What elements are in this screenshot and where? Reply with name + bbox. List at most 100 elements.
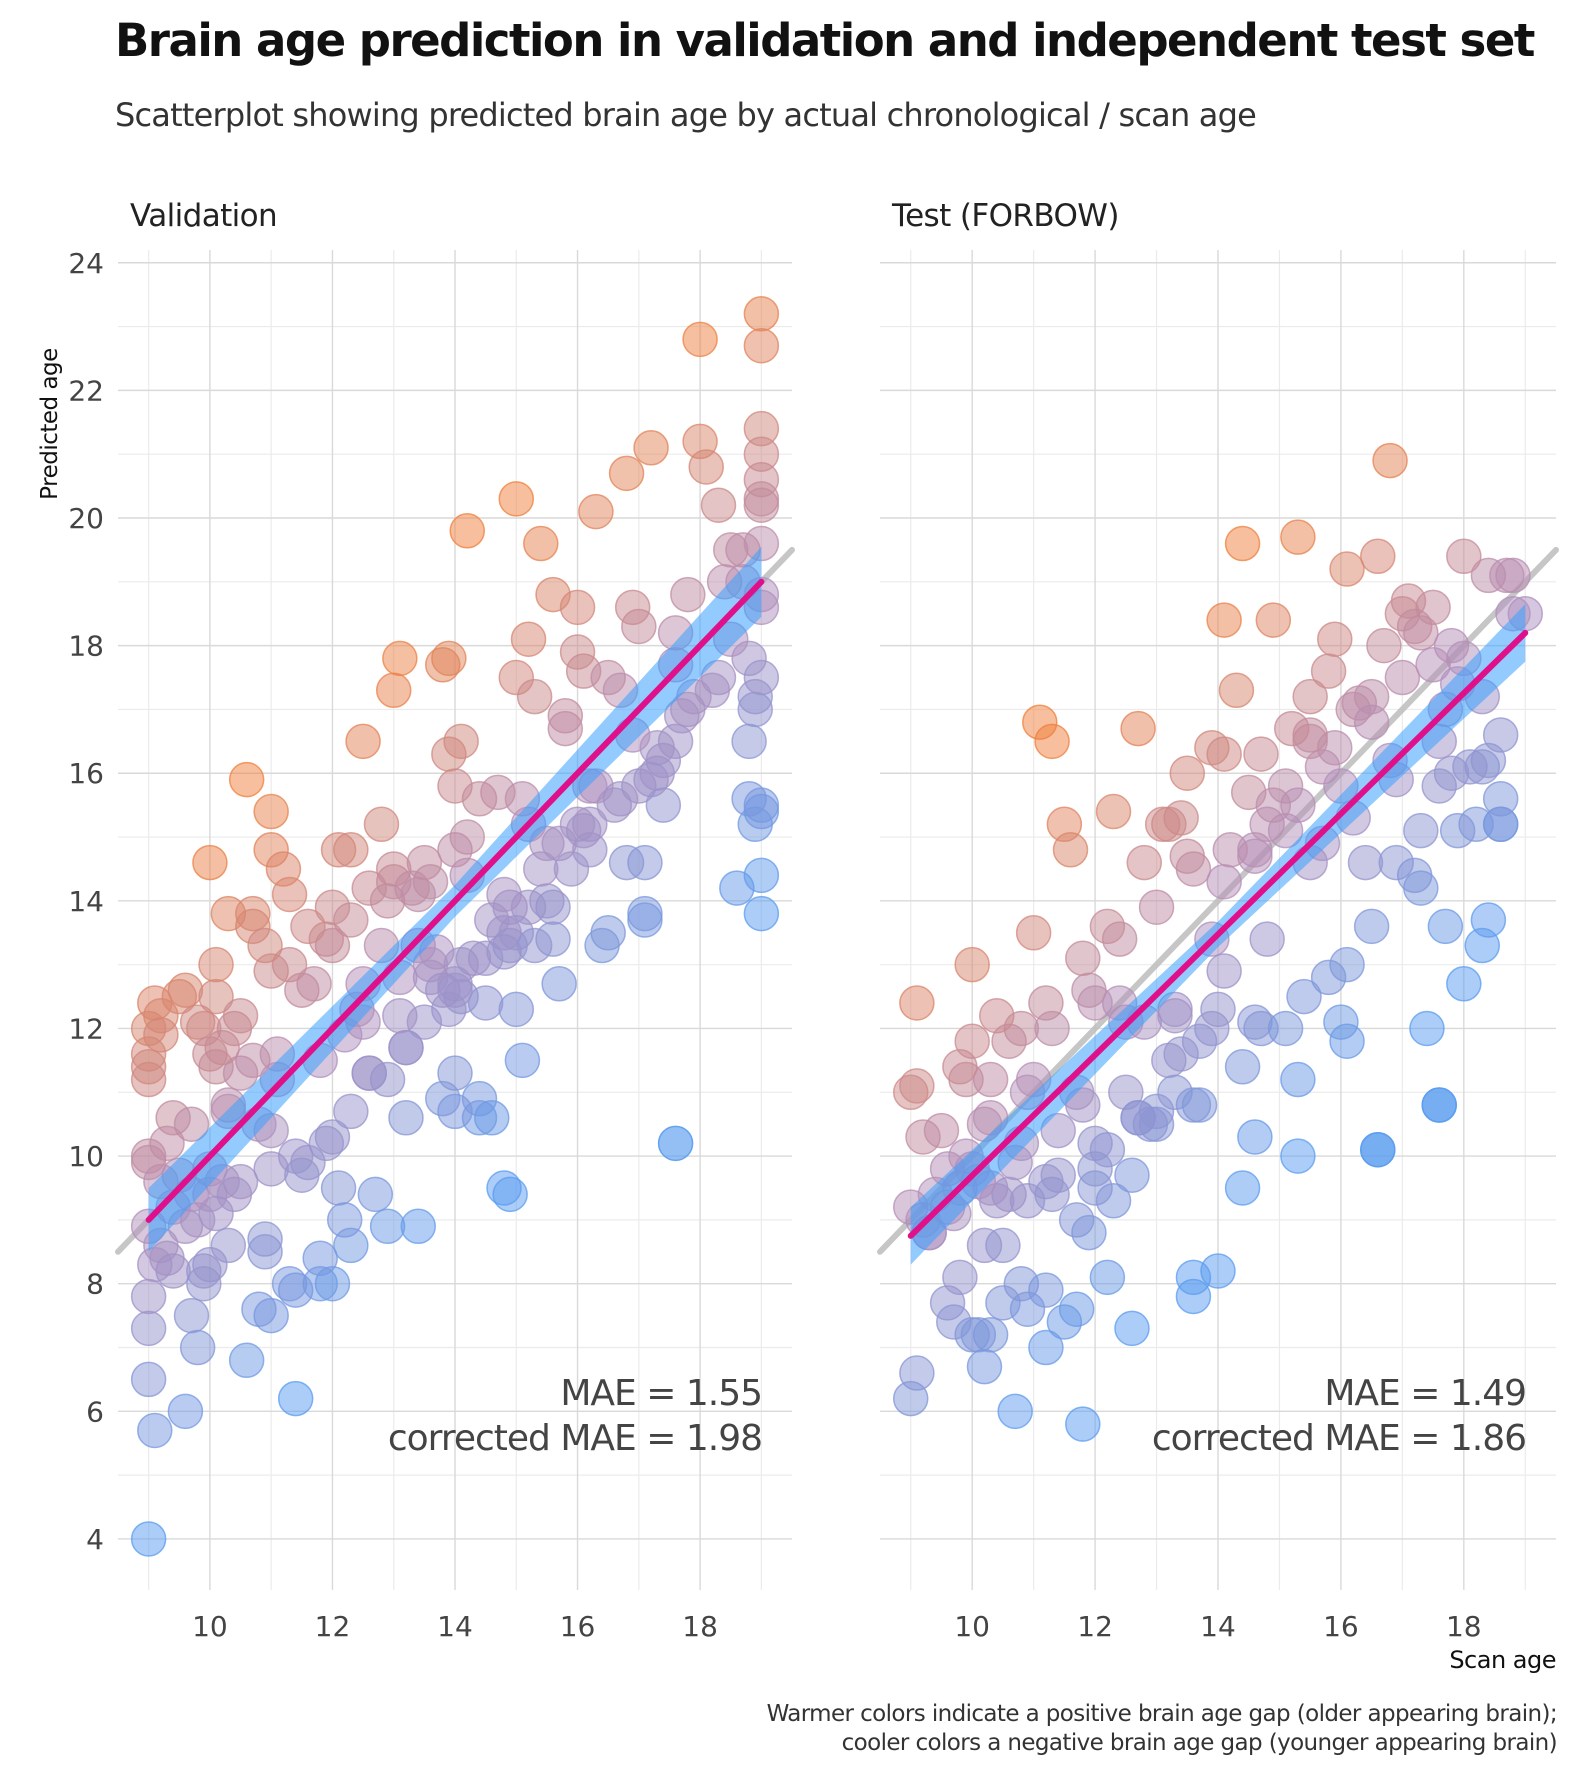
data-point <box>590 915 626 951</box>
data-point <box>1034 723 1070 760</box>
data-point <box>1353 704 1390 740</box>
data-point <box>1317 621 1353 657</box>
data-point <box>1396 857 1433 894</box>
corrected-mae-annotation: corrected MAE = 1.86 <box>1152 1418 1526 1459</box>
data-point <box>1243 736 1279 772</box>
data-point <box>247 1234 283 1270</box>
y-tick-label: 14 <box>68 885 104 918</box>
data-point <box>431 640 467 677</box>
data-point <box>388 1100 424 1136</box>
data-point <box>1452 749 1488 785</box>
data-point <box>1470 902 1507 938</box>
data-point <box>1384 659 1421 696</box>
data-point <box>1120 710 1156 747</box>
y-tick-label: 12 <box>68 1012 104 1045</box>
data-point <box>320 1170 357 1206</box>
data-point <box>431 736 467 772</box>
data-point <box>997 1393 1033 1430</box>
data-point <box>1280 1061 1316 1098</box>
data-point <box>1065 1406 1101 1442</box>
data-point <box>455 940 492 977</box>
data-point <box>700 659 737 696</box>
data-point <box>743 296 780 332</box>
data-point <box>1181 1087 1218 1123</box>
data-point <box>942 1049 978 1085</box>
data-point <box>516 927 553 964</box>
data-point <box>210 1227 247 1264</box>
data-point <box>186 1253 222 1289</box>
data-point <box>1224 525 1261 562</box>
data-point <box>1077 1170 1113 1206</box>
data-point <box>173 1297 210 1334</box>
data-point <box>899 985 935 1021</box>
data-point <box>253 1297 289 1334</box>
y-tick-label: 6 <box>86 1395 104 1428</box>
data-point <box>1421 768 1457 804</box>
data-point <box>1015 915 1052 951</box>
data-point <box>1237 1119 1273 1155</box>
data-point <box>363 806 400 843</box>
data-point <box>222 997 259 1034</box>
data-point <box>559 589 596 626</box>
data-point <box>161 978 198 1015</box>
data-point <box>179 1329 216 1366</box>
data-point <box>1089 1131 1126 1168</box>
data-point <box>627 844 663 881</box>
data-point <box>670 576 706 613</box>
data-point <box>1028 1272 1064 1308</box>
data-point <box>290 908 326 945</box>
data-point <box>486 934 522 970</box>
data-point <box>510 621 547 657</box>
data-point <box>979 997 1015 1034</box>
data-point <box>1329 551 1365 587</box>
data-point <box>1396 608 1433 645</box>
data-point <box>1482 717 1519 753</box>
data-point <box>137 1412 173 1449</box>
x-tick-label: 10 <box>192 1610 228 1643</box>
data-point <box>899 1355 935 1391</box>
data-point <box>731 723 767 760</box>
data-point <box>424 972 461 1008</box>
data-point <box>682 321 718 358</box>
data-point <box>1212 832 1249 868</box>
data-point <box>1040 1112 1076 1149</box>
data-point <box>1255 602 1292 638</box>
x-tick-label: 16 <box>1323 1610 1359 1643</box>
data-point <box>449 513 486 549</box>
data-point <box>382 640 418 677</box>
data-point <box>437 1093 473 1130</box>
x-tick-label: 14 <box>437 1610 473 1643</box>
chart-subtitle: Scatterplot showing predicted brain age … <box>115 96 1257 134</box>
data-point <box>1114 1157 1150 1193</box>
y-tick-label: 4 <box>86 1523 104 1556</box>
data-point <box>1071 972 1107 1008</box>
data-point <box>277 1380 314 1417</box>
data-point <box>1089 1259 1126 1296</box>
data-point <box>326 1202 363 1238</box>
panel-title: Validation <box>130 198 277 234</box>
data-point <box>1058 1202 1095 1238</box>
data-point <box>1163 1036 1199 1072</box>
data-point <box>523 525 559 562</box>
x-axis-label: Scan age <box>1449 1646 1556 1674</box>
data-point <box>743 327 780 364</box>
data-point <box>954 946 990 983</box>
data-point <box>1028 985 1064 1021</box>
data-point <box>743 857 780 894</box>
data-point <box>357 1176 394 1213</box>
data-point <box>345 723 381 760</box>
x-tick-label: 16 <box>560 1610 596 1643</box>
data-point <box>985 1227 1021 1264</box>
data-point <box>498 481 535 517</box>
data-point <box>541 966 577 1002</box>
data-point <box>1280 519 1316 555</box>
data-point <box>516 678 553 715</box>
x-tick-label: 14 <box>1200 1610 1236 1643</box>
data-point <box>1255 787 1292 823</box>
data-point <box>302 1240 338 1276</box>
data-point <box>1200 991 1236 1028</box>
data-point <box>265 851 302 887</box>
data-point <box>523 851 559 887</box>
x-tick-label: 18 <box>1446 1610 1482 1643</box>
data-point <box>480 774 516 811</box>
